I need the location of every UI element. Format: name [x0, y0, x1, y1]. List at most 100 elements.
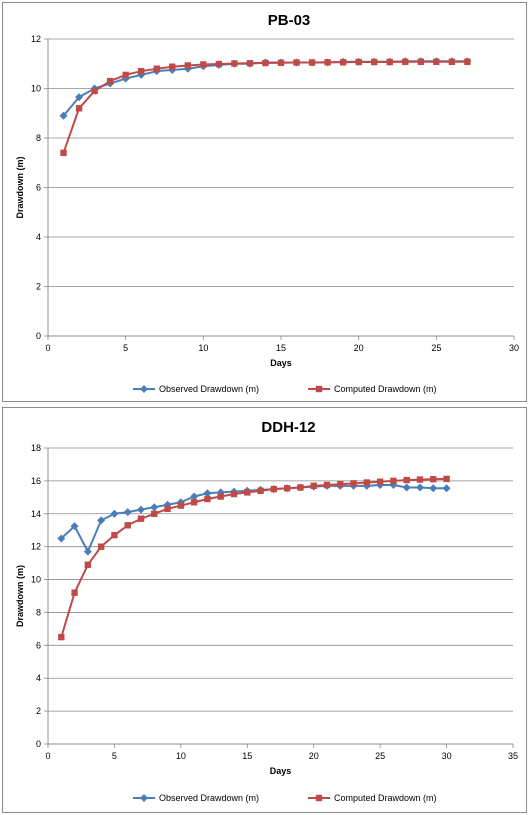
x-tick-label: 25 — [375, 751, 385, 761]
data-point — [262, 59, 269, 67]
data-point — [386, 58, 393, 66]
data-point — [151, 510, 158, 517]
legend-label: Observed Drawdown (m) — [159, 793, 259, 803]
data-point — [376, 478, 384, 485]
data-point — [153, 65, 160, 72]
data-point — [244, 489, 251, 496]
data-point — [91, 87, 98, 95]
data-point — [430, 476, 437, 483]
data-point — [60, 149, 67, 157]
y-axis-title: Drawdown (m) — [15, 156, 25, 218]
y-tick-label: 2 — [36, 282, 41, 292]
data-point — [190, 499, 198, 506]
x-tick-label: 15 — [242, 751, 252, 761]
series-line — [60, 484, 447, 553]
data-point — [323, 481, 331, 489]
data-point — [402, 483, 411, 492]
data-point — [124, 522, 131, 529]
data-point — [442, 484, 451, 493]
chart-panel-ddh-12: DDH-12 0 2 4 6 8 10 12 14 16 18 0 5 10 15 20 25 30 35 Days D… — [2, 407, 527, 813]
series-computed — [58, 475, 450, 641]
legend: Observed Drawdown (m) Computed Drawdown (… — [133, 793, 437, 803]
data-point — [150, 503, 159, 512]
data-point — [57, 534, 66, 543]
x-tick-label: 10 — [176, 751, 186, 761]
data-point — [350, 480, 357, 487]
legend-item: Computed Drawdown (m) — [308, 793, 437, 803]
y-tick-label: 8 — [36, 133, 41, 143]
data-point — [106, 77, 114, 85]
data-point — [183, 64, 192, 73]
data-point — [190, 492, 199, 501]
data-point — [390, 477, 397, 485]
x-tick-label: 25 — [431, 343, 441, 353]
data-point — [123, 508, 132, 517]
data-point — [70, 522, 79, 531]
data-point — [137, 505, 145, 514]
data-point — [83, 547, 92, 556]
x-tick-label: 30 — [442, 751, 452, 761]
y-tick-label: 4 — [36, 232, 41, 242]
y-tick-label: 2 — [36, 706, 41, 716]
data-point — [97, 516, 106, 525]
legend-item: Computed Drawdown (m) — [308, 384, 437, 394]
data-point — [122, 71, 129, 79]
legend-swatch-marker — [140, 385, 148, 393]
data-point — [362, 481, 371, 490]
legend-swatch-marker — [140, 794, 148, 802]
data-point — [246, 60, 254, 67]
legend: Observed Drawdown (m) Computed Drawdown (… — [133, 384, 437, 394]
y-tick-label: 0 — [36, 739, 41, 749]
series-line — [60, 477, 447, 638]
x-tick-label: 5 — [112, 751, 117, 761]
data-point — [177, 502, 185, 509]
data-point — [429, 484, 438, 493]
data-point — [200, 61, 207, 68]
data-point — [217, 493, 224, 500]
x-axis-title: Days — [270, 766, 292, 776]
legend-item: Observed Drawdown (m) — [133, 384, 259, 394]
legend-label: Observed Drawdown (m) — [159, 384, 259, 394]
chart-title: PB-03 — [268, 12, 311, 29]
data-point — [402, 58, 409, 65]
x-tick-label: 35 — [508, 751, 518, 761]
y-tick-label: 16 — [31, 476, 41, 486]
data-point — [75, 105, 83, 112]
series-computed — [60, 58, 471, 157]
data-point — [363, 479, 371, 486]
data-point — [337, 480, 344, 488]
x-tick-label: 10 — [198, 343, 208, 353]
data-point — [59, 111, 68, 120]
y-tick-label: 8 — [36, 607, 41, 617]
y-tick-label: 10 — [31, 575, 41, 585]
data-point — [71, 589, 78, 596]
data-point — [355, 58, 362, 66]
data-point — [417, 58, 424, 65]
data-point — [443, 475, 450, 483]
x-tick-label: 20 — [354, 343, 364, 353]
data-point — [416, 476, 424, 483]
y-tick-label: 6 — [36, 640, 41, 650]
data-point — [111, 531, 118, 539]
data-point — [203, 489, 212, 498]
data-point — [230, 490, 238, 498]
x-axis-title: Days — [270, 358, 292, 368]
data-point — [58, 633, 65, 641]
x-tick-label: 15 — [276, 343, 286, 353]
data-point — [169, 63, 176, 70]
data-point — [184, 62, 191, 69]
data-point — [270, 485, 278, 493]
y-tick-label: 12 — [31, 34, 41, 44]
y-tick-label: 10 — [31, 84, 41, 94]
data-point — [448, 58, 456, 65]
data-point — [403, 476, 410, 484]
x-tick-label: 0 — [45, 751, 50, 761]
data-point — [138, 67, 145, 75]
x-tick-label: 5 — [123, 343, 128, 353]
legend-swatch-marker — [315, 385, 323, 393]
chart-ddh-12: DDH-12 0 2 4 6 8 10 12 14 16 18 0 5 10 15 20 25 30 35 Days D… — [15, 419, 518, 803]
x-tick-label: 20 — [309, 751, 319, 761]
data-point — [297, 484, 304, 491]
y-tick-label: 18 — [31, 443, 41, 453]
data-point — [310, 482, 317, 490]
